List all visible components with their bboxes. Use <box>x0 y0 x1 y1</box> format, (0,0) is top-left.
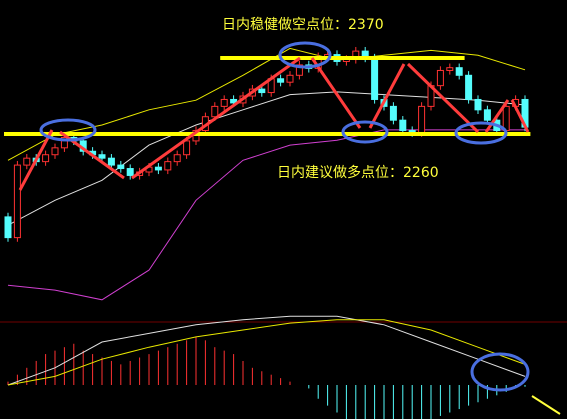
candle-body <box>126 168 134 176</box>
circle <box>39 118 97 142</box>
candle-body <box>286 74 294 83</box>
circle <box>470 352 530 392</box>
circles <box>39 41 530 392</box>
candle-body <box>23 157 31 166</box>
candle-body <box>418 105 426 134</box>
candle-body <box>446 67 454 71</box>
candle-body <box>502 105 510 132</box>
candle-body <box>60 136 68 149</box>
annotations <box>18 41 561 415</box>
candle-body <box>183 140 191 156</box>
annotation: 日内稳健做空点位：2370 <box>222 17 384 33</box>
candle-body <box>98 154 106 159</box>
candle-body <box>371 57 379 100</box>
candle-body <box>211 105 219 118</box>
candle-body <box>389 105 397 121</box>
arrow <box>368 63 406 129</box>
arrow <box>310 57 362 129</box>
candle-body <box>42 154 50 163</box>
arrow <box>406 62 480 134</box>
candle-body <box>277 78 285 83</box>
candle-body <box>117 164 125 170</box>
candle-body <box>483 109 491 121</box>
arrow <box>484 99 510 133</box>
circle <box>454 121 508 145</box>
candle-body <box>4 216 12 239</box>
candle-body <box>154 166 162 171</box>
arrow <box>510 99 530 133</box>
circle <box>341 120 389 144</box>
candle-body <box>474 98 482 111</box>
candle-body <box>173 154 181 163</box>
candle-body <box>399 119 407 132</box>
macd-line <box>7 315 526 386</box>
candle-body <box>220 98 228 107</box>
arrow <box>131 56 301 180</box>
arrow <box>531 395 561 415</box>
candle-body <box>436 69 444 87</box>
candle-body <box>13 164 21 239</box>
macd-line <box>7 319 526 386</box>
candle-body <box>51 147 59 156</box>
annotation: 日内建议做多点位：2260 <box>277 164 439 181</box>
circle <box>278 41 332 69</box>
candle-body <box>107 157 115 166</box>
moving-average <box>7 91 526 226</box>
moving-average <box>7 129 525 301</box>
candle-body <box>295 64 303 76</box>
candle-body <box>258 88 266 94</box>
arrow <box>18 129 54 191</box>
candle-body <box>164 161 172 171</box>
candle-body <box>230 98 238 104</box>
candle-body <box>455 67 463 76</box>
candle-body <box>465 74 473 100</box>
